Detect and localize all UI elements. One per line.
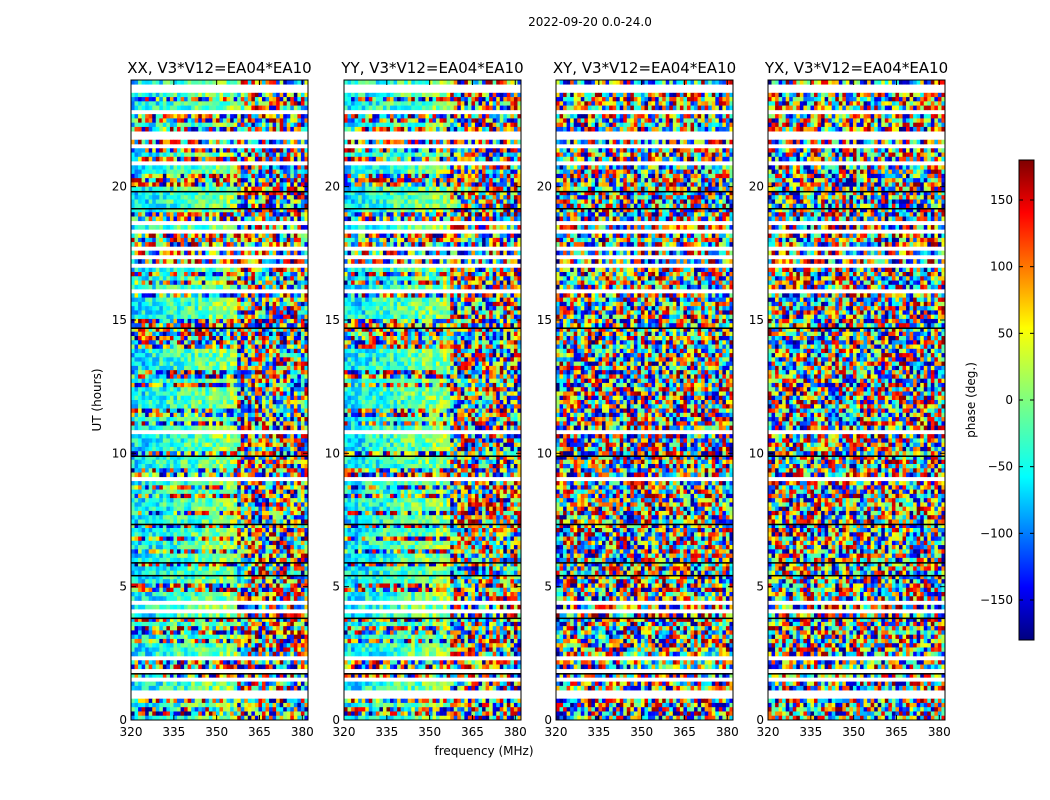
x-tick-label: 380 — [504, 725, 527, 739]
x-tick-label: 380 — [291, 725, 314, 739]
colorbar-tick-label: −150 — [980, 593, 1013, 607]
y-tick-label: 10 — [537, 446, 552, 460]
phase-image — [556, 80, 733, 720]
x-tick-label: 320 — [333, 725, 356, 739]
phase-image — [131, 80, 308, 720]
panel-frame — [343, 79, 522, 721]
y-tick-label: 10 — [325, 446, 340, 460]
y-tick-label: 0 — [332, 713, 340, 727]
panel-title: YX, V3*V12=EA04*EA10 — [764, 59, 948, 77]
y-axis-label: UT (hours) — [90, 368, 104, 431]
x-tick-label: 380 — [928, 725, 951, 739]
y-tick-label: 0 — [756, 713, 764, 727]
colorbar-tick-label: 0 — [1005, 393, 1013, 407]
panel-frame — [767, 79, 946, 721]
phase-image — [344, 80, 521, 720]
y-tick-label: 0 — [544, 713, 552, 727]
colorbar-tick-label: −100 — [980, 526, 1013, 540]
panel-yx: YX, V3*V12=EA04*EA10 320 335 350 365 380 0 5 10 1… — [749, 59, 951, 739]
panel-title: XY, V3*V12=EA04*EA10 — [553, 59, 736, 77]
x-axis-label: frequency (MHz) — [434, 744, 533, 758]
x-tick-label: 350 — [205, 725, 228, 739]
colorbar-tick-label: −50 — [988, 460, 1013, 474]
y-tick-label: 15 — [749, 313, 764, 327]
y-tick-label: 10 — [112, 446, 127, 460]
panel-xy: XY, V3*V12=EA04*EA10 320 335 350 365 380 0 5 10 1… — [537, 59, 739, 739]
y-tick-label: 15 — [537, 313, 552, 327]
x-tick-label: 350 — [842, 725, 865, 739]
y-tick-label: 5 — [332, 580, 340, 594]
colorbar-label: phase (deg.) — [964, 362, 978, 438]
x-tick-label: 320 — [120, 725, 143, 739]
colorbar-tick-label: 50 — [998, 326, 1013, 340]
panel-xx: XX, V3*V12=EA04*EA10 320 335 350 365 380 0 5 10 1… — [112, 59, 314, 739]
phase-image — [768, 80, 945, 720]
panels-group: XX, V3*V12=EA04*EA10 320 335 350 365 380 0 5 10 1… — [112, 59, 951, 739]
panel-yy: YY, V3*V12=EA04*EA10 320 335 350 365 380 0 5 10 1… — [325, 59, 527, 739]
x-tick-label: 380 — [716, 725, 739, 739]
x-tick-label: 335 — [587, 725, 610, 739]
x-tick-label: 335 — [799, 725, 822, 739]
y-tick-label: 5 — [756, 580, 764, 594]
x-tick-label: 365 — [885, 725, 908, 739]
x-tick-label: 350 — [418, 725, 441, 739]
y-tick-label: 5 — [544, 580, 552, 594]
y-tick-label: 10 — [749, 446, 764, 460]
y-tick-label: 20 — [749, 180, 764, 194]
y-tick-label: 0 — [119, 713, 127, 727]
panel-title: YY, V3*V12=EA04*EA10 — [340, 59, 523, 77]
panel-frame — [130, 79, 309, 721]
x-tick-label: 320 — [545, 725, 568, 739]
colorbar-tick-label: 150 — [990, 193, 1013, 207]
x-tick-label: 335 — [375, 725, 398, 739]
colorbar: 150 100 50 0 −50 −100 −150 — [980, 159, 1035, 641]
y-tick-label: 20 — [325, 180, 340, 194]
x-tick-label: 320 — [757, 725, 780, 739]
x-tick-label: 365 — [248, 725, 271, 739]
panel-frame — [555, 79, 734, 721]
chart-suptitle: 2022-09-20 0.0-24.0 — [528, 15, 652, 29]
y-tick-label: 20 — [537, 180, 552, 194]
y-tick-label: 20 — [112, 180, 127, 194]
x-tick-label: 365 — [673, 725, 696, 739]
y-tick-label: 5 — [119, 580, 127, 594]
panel-title: XX, V3*V12=EA04*EA10 — [127, 59, 311, 77]
x-tick-label: 350 — [630, 725, 653, 739]
x-tick-label: 335 — [162, 725, 185, 739]
x-tick-label: 365 — [461, 725, 484, 739]
y-tick-label: 15 — [112, 313, 127, 327]
colorbar-tick-label: 100 — [990, 260, 1013, 274]
y-tick-label: 15 — [325, 313, 340, 327]
